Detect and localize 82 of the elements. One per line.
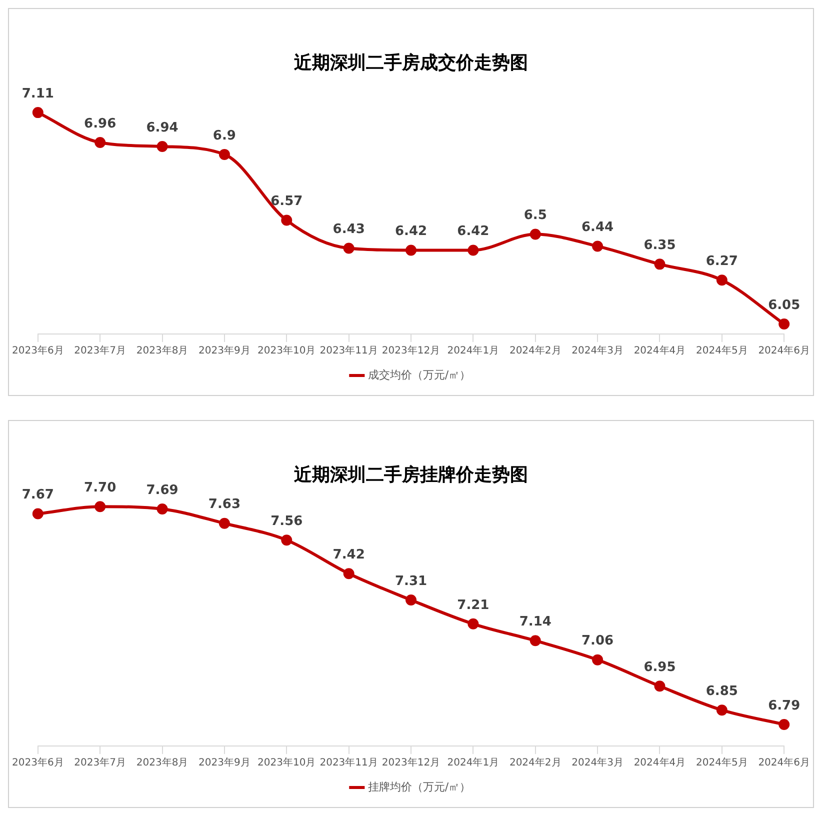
data-label: 6.94 [146, 120, 178, 136]
point [654, 258, 666, 270]
point [343, 568, 354, 580]
point [406, 244, 416, 256]
x-tick-label: 2023年8月 [136, 756, 188, 769]
data-label: 6.57 [270, 194, 303, 210]
x-tick-label: 2024年5月 [696, 756, 748, 769]
point [530, 228, 541, 240]
data-label: 6.96 [84, 116, 116, 132]
data-label: 7.31 [394, 574, 428, 589]
data-label: 6.42 [457, 224, 490, 240]
data-label: 6.9 [212, 128, 236, 144]
chart-title: 近期深圳二手房成交价走势图 [293, 52, 528, 74]
data-label: 6.44 [582, 220, 614, 236]
point [156, 140, 168, 152]
x-tick-label: 2024年2月 [509, 756, 562, 769]
point [218, 148, 230, 160]
chart-title: 近期深圳二手房挂牌价走势图 [293, 464, 528, 486]
point [592, 654, 604, 666]
point [716, 704, 728, 716]
point [32, 508, 44, 520]
point [468, 244, 479, 256]
x-tick-label: 2024年6月 [758, 344, 810, 357]
data-label: 6.43 [332, 222, 365, 238]
point [530, 635, 541, 646]
x-tick-label: 2024年1月 [447, 344, 500, 357]
x-tick-label: 2024年4月 [634, 344, 686, 357]
data-label: 7.63 [208, 497, 240, 512]
x-tick-label: 2024年6月 [758, 756, 810, 769]
data-label: 7.67 [22, 488, 54, 503]
point [716, 274, 728, 286]
point [406, 594, 416, 606]
x-tick-label: 2023年6月 [12, 344, 64, 357]
x-tick-label: 2024年5月 [696, 344, 748, 357]
data-label: 6.35 [644, 238, 676, 254]
x-tick-label: 2024年2月 [509, 344, 562, 357]
x-tick-label: 2023年8月 [136, 344, 188, 357]
x-tick-label: 2023年11月 [320, 756, 378, 769]
point [343, 242, 354, 254]
x-tick-label: 2023年11月 [320, 344, 378, 357]
data-label: 7.69 [146, 482, 178, 498]
x-tick-label: 2023年6月 [12, 756, 64, 769]
data-label: 7.06 [582, 634, 614, 649]
data-label: 7.11 [22, 86, 54, 102]
x-tick-label: 2023年9月 [198, 756, 250, 769]
x-tick-label: 2023年12月 [382, 756, 440, 769]
point [468, 618, 479, 630]
data-label: 6.79 [768, 698, 800, 714]
x-tick-label: 2023年10月 [258, 344, 316, 357]
data-label: 7.70 [84, 480, 116, 496]
x-tick-label: 2023年7月 [74, 344, 126, 357]
data-label: 6.42 [394, 224, 428, 240]
data-label: 7.42 [332, 548, 365, 563]
x-tick-label: 2024年4月 [634, 756, 686, 769]
point [218, 518, 230, 529]
legend-label: 挂牌均价（万元/㎡） [368, 780, 471, 794]
point [94, 136, 106, 148]
x-tick-label: 2023年10月 [258, 756, 316, 769]
data-label: 6.05 [768, 298, 800, 313]
point [778, 718, 790, 730]
point [654, 680, 666, 692]
x-tick-label: 2023年7月 [74, 756, 126, 769]
point [281, 534, 292, 546]
x-tick-label: 2024年3月 [572, 344, 624, 357]
legend-label: 成交均价（万元/㎡） [368, 368, 471, 382]
data-label: 7.21 [457, 598, 490, 613]
data-label: 6.5 [524, 208, 547, 224]
x-tick-label: 2023年9月 [198, 344, 250, 357]
data-label: 6.85 [706, 684, 738, 699]
data-label: 7.14 [519, 614, 552, 630]
point [94, 501, 106, 512]
data-label: 6.95 [644, 660, 676, 676]
point [156, 503, 168, 514]
x-tick-label: 2024年3月 [572, 756, 624, 769]
point [592, 240, 604, 252]
point [32, 107, 44, 118]
x-tick-label: 2023年12月 [382, 344, 440, 357]
point [778, 318, 790, 330]
data-label: 6.27 [706, 254, 738, 270]
data-label: 7.56 [270, 514, 303, 529]
point [281, 214, 292, 226]
x-tick-label: 2024年1月 [447, 756, 500, 769]
